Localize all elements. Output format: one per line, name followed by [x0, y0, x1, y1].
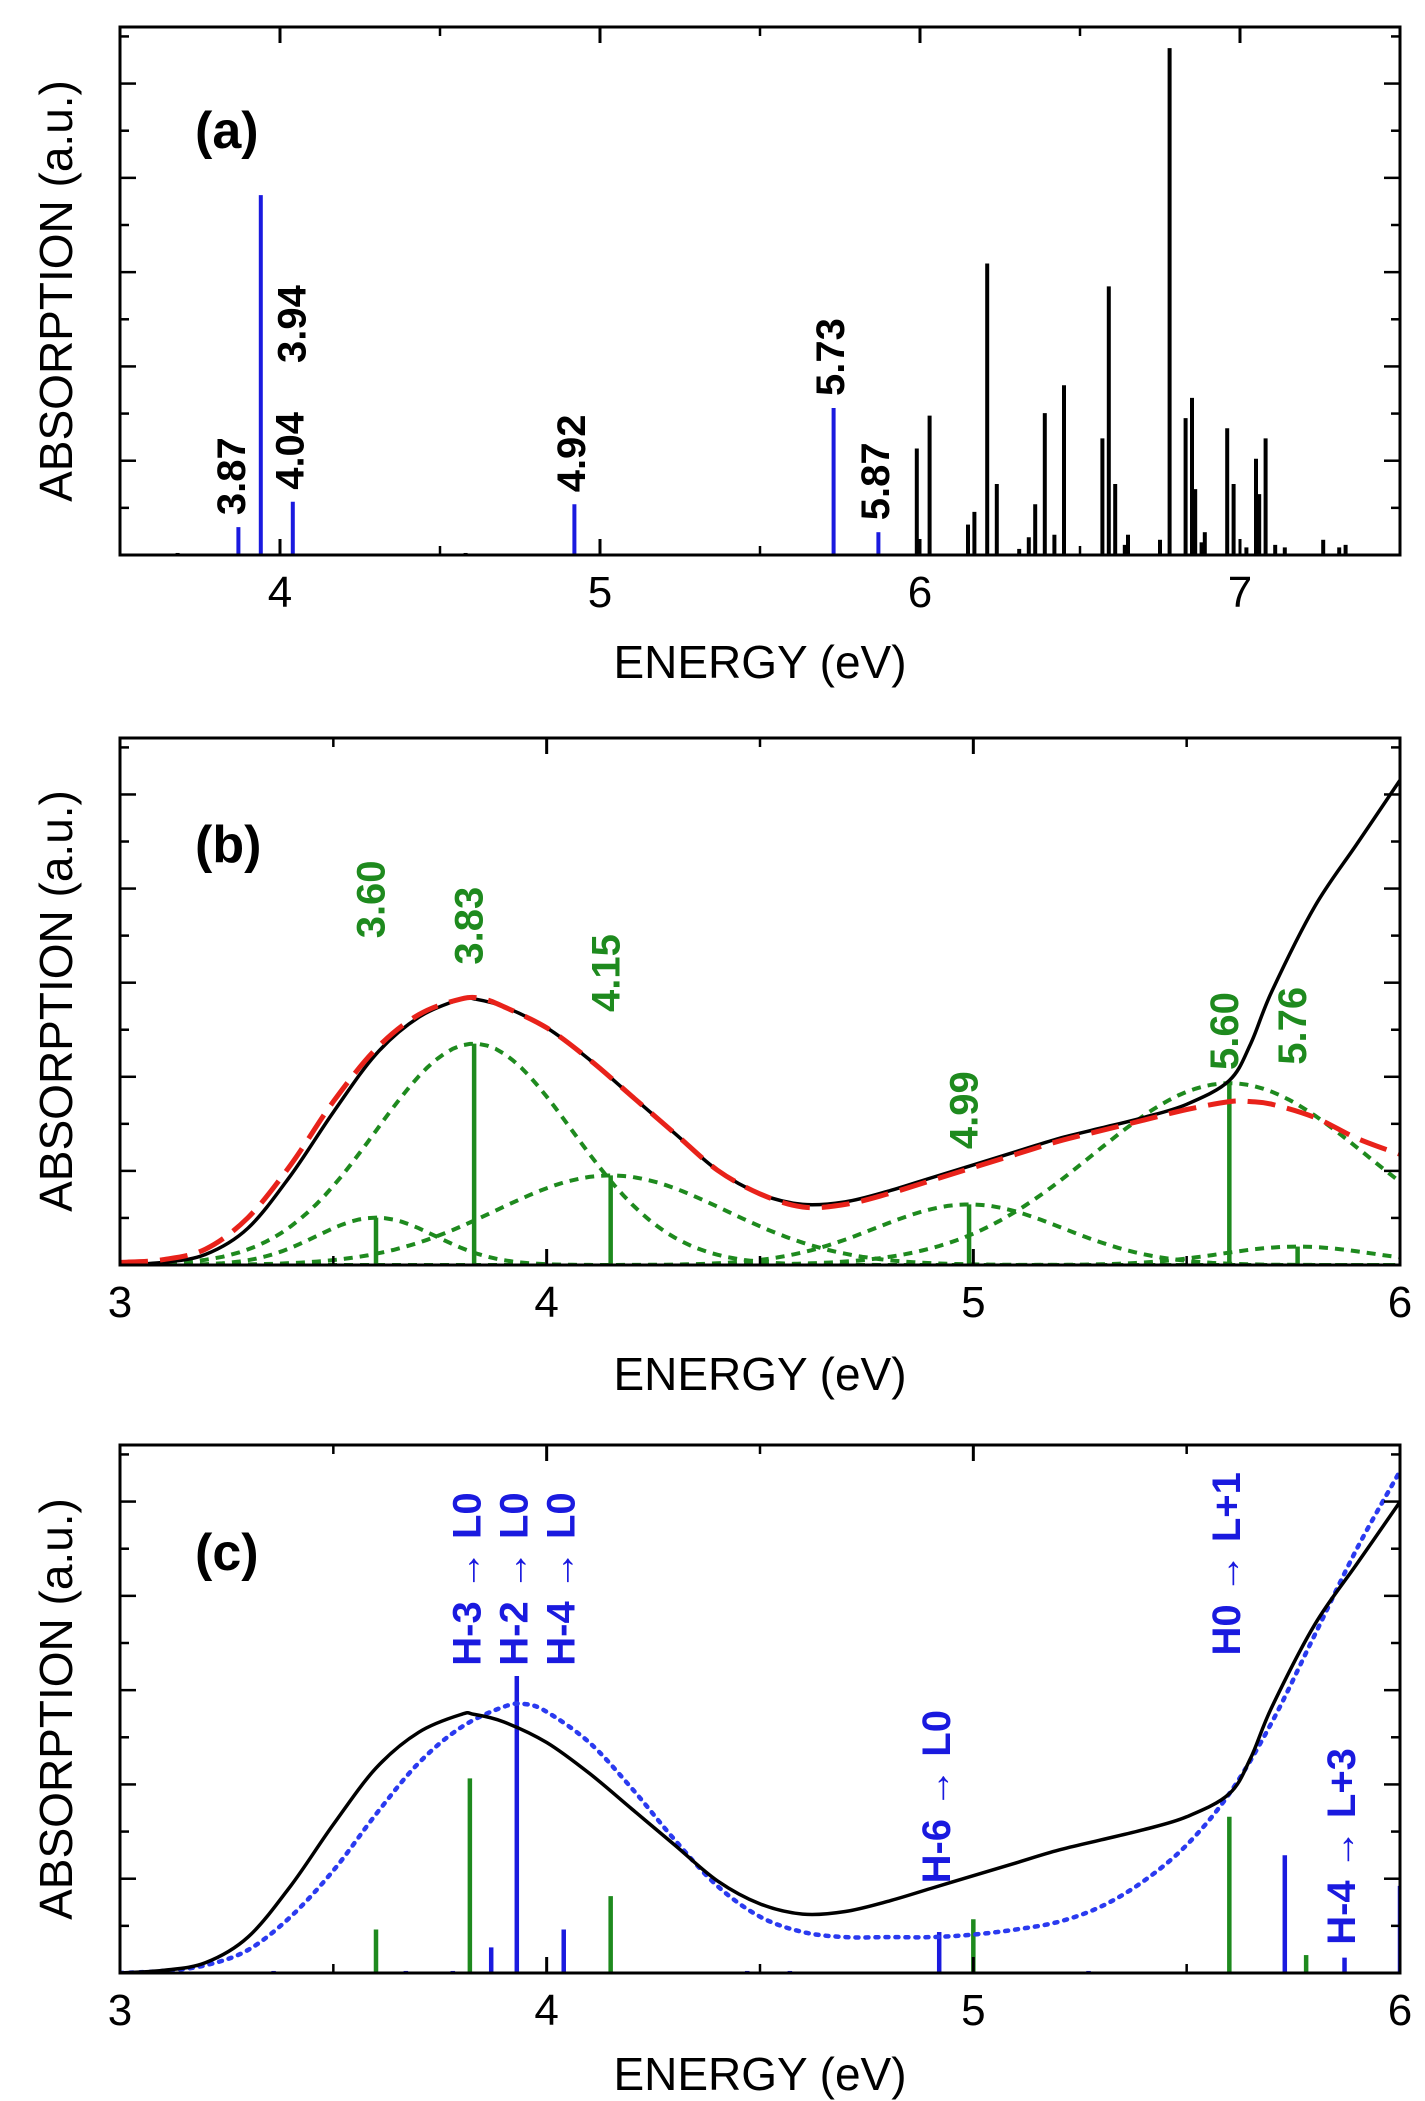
fit-curve — [120, 994, 1400, 1265]
component-label: 3.83 — [448, 887, 492, 965]
panel-c-ylabel: ABSORPTION (a.u.) — [30, 1498, 82, 1920]
panel-a-xtick-label: 5 — [588, 568, 612, 617]
panel-c-data — [120, 1468, 1400, 1973]
transition-assignment-label: H-2 → L0 — [492, 1492, 536, 1665]
gaussian-component — [120, 1173, 1400, 1265]
panel-b-xtick-label: 6 — [1388, 1278, 1412, 1327]
panel-c-ticks: H-3 → L0 H-2 → L0 H-4 → L0 H-6 → L0 H0 → L+1… — [108, 1445, 1412, 2035]
transition-label: 5.73 — [809, 318, 853, 396]
transition-assignment-label: H0 → L+1 — [1205, 1472, 1249, 1655]
panel-c: H-3 → L0 H-2 → L0 H-4 → L0 H-6 → L0 H0 → L+1… — [30, 1443, 1412, 2100]
panel-c-xtick-label: 5 — [961, 1986, 985, 2035]
panel-a-xtick-label: 7 — [1228, 568, 1252, 617]
panel-c-xtick-label: 3 — [108, 1986, 132, 2035]
panel-a-label: (a) — [195, 102, 259, 160]
component-label: 4.15 — [584, 934, 628, 1012]
component-label: 5.60 — [1203, 992, 1247, 1070]
transition-label: 3.94 — [270, 284, 314, 363]
gaussian-component — [120, 1041, 1400, 1265]
panel-b-xtick-label: 3 — [108, 1278, 132, 1327]
component-label: 5.76 — [1271, 987, 1315, 1065]
transition-label: 5.87 — [854, 442, 898, 520]
panel-a-xtick-label: 6 — [908, 568, 932, 617]
transition-label: 4.92 — [550, 414, 594, 492]
component-label: 3.60 — [350, 860, 394, 938]
panel-b-xtick-label: 5 — [961, 1278, 985, 1327]
panel-b-ticks: 3.60 3.83 4.15 4.99 5.60 5.76 3 4 5 6 — [108, 738, 1412, 1327]
experimental-spectrum — [120, 1500, 1400, 1973]
transition-assignment-label: H-4 → L+3 — [1320, 1748, 1364, 1945]
panel-c-xlabel: ENERGY (eV) — [613, 2048, 906, 2100]
panel-a: 3.87 3.94 4.04 4.92 5.73 5.87 4 5 6 7 (a) ENERGY… — [30, 25, 1402, 688]
panel-b-xlabel: ENERGY (eV) — [613, 1348, 906, 1400]
transition-assignment-label: H-4 → L0 — [539, 1492, 583, 1665]
panel-c-xtick-label: 6 — [1388, 1986, 1412, 2035]
panel-b-label: (b) — [195, 816, 261, 874]
panel-a-data: 3.87 3.94 4.04 4.92 5.73 5.87 — [175, 48, 1348, 555]
panel-b-ylabel: ABSORPTION (a.u.) — [30, 790, 82, 1212]
panel-a-ylabel: ABSORPTION (a.u.) — [30, 80, 82, 502]
panel-a-xlabel: ENERGY (eV) — [613, 636, 906, 688]
transition-assignment-label: H-3 → L0 — [445, 1492, 489, 1665]
panel-a-xtick-label: 4 — [268, 568, 292, 617]
panel-b: 3.60 3.83 4.15 4.99 5.60 5.76 3 4 5 6 (b) ENERGY … — [30, 736, 1412, 1400]
calculated-spectrum — [120, 1468, 1400, 1973]
transition-label: 3.87 — [210, 437, 254, 515]
panel-b-xtick-label: 4 — [534, 1278, 558, 1327]
component-label: 4.99 — [943, 1071, 987, 1149]
panel-c-label: (c) — [195, 1524, 259, 1582]
panel-a-ticks: 4 5 6 7 — [118, 27, 1402, 617]
transition-label: 4.04 — [268, 411, 312, 490]
transition-assignment-label: H-6 → L0 — [915, 1710, 959, 1883]
panel-c-xtick-label: 4 — [534, 1986, 558, 2035]
